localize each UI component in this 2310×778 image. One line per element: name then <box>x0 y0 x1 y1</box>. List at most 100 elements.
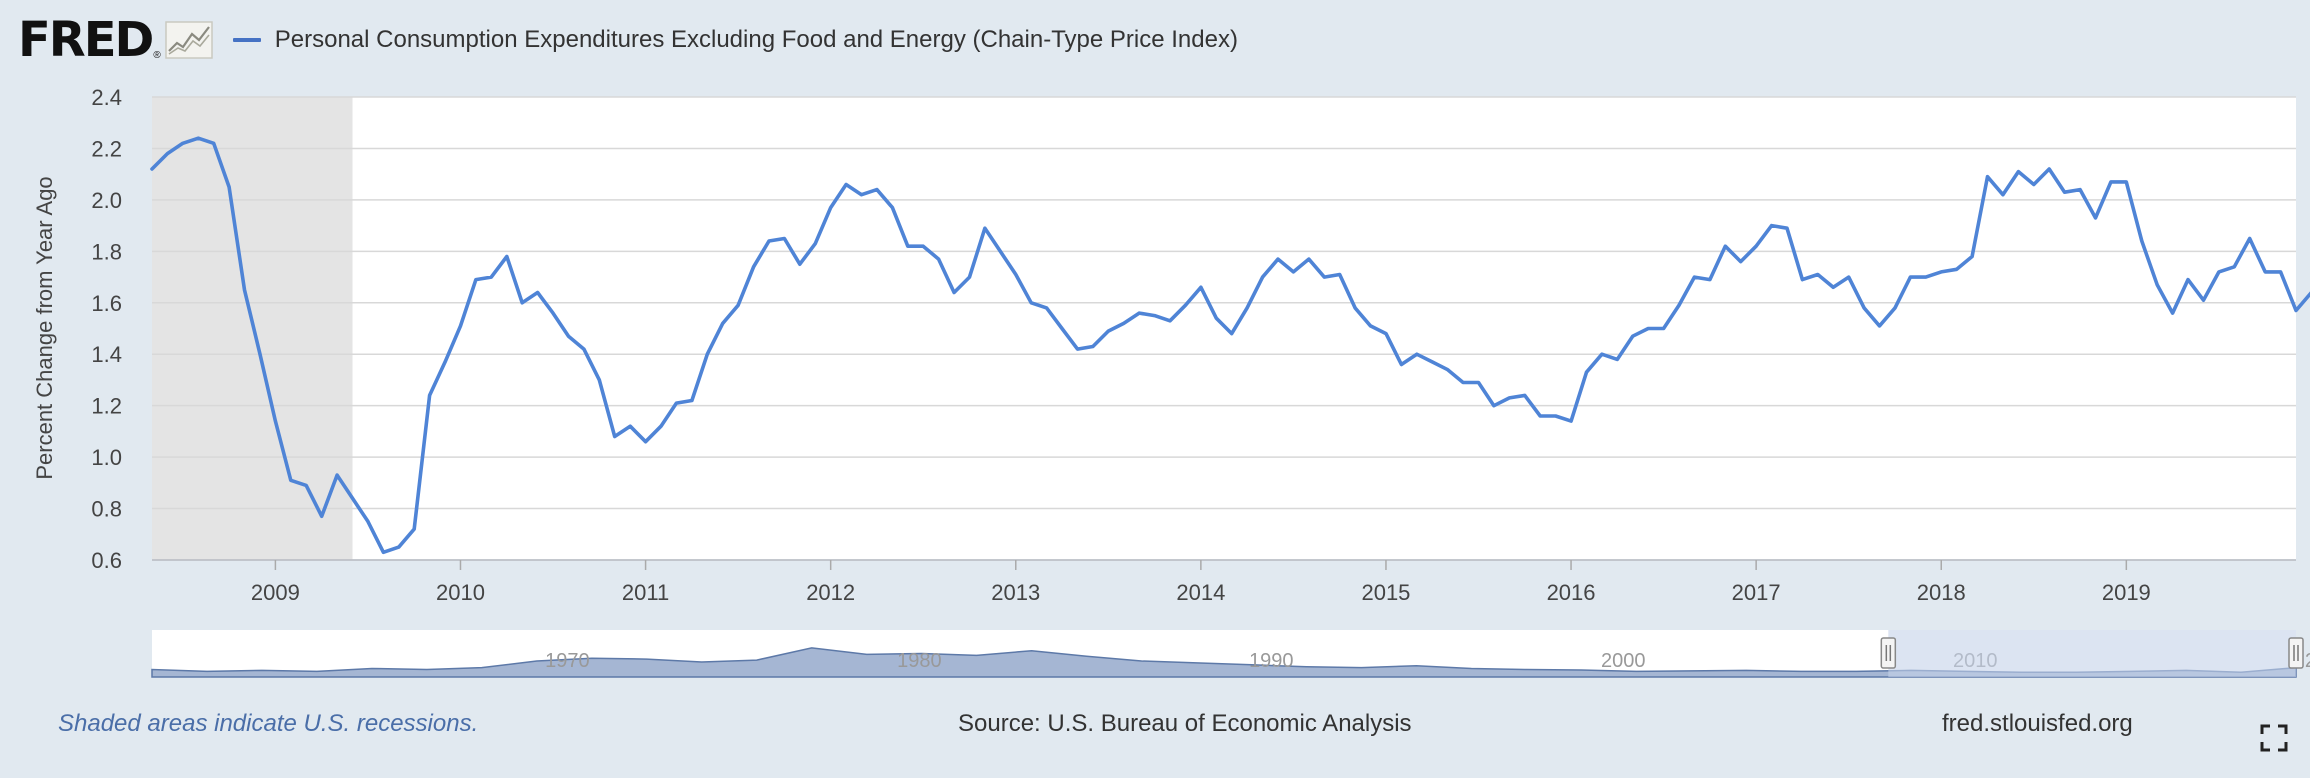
data-point[interactable] <box>1137 311 1142 316</box>
data-point[interactable] <box>2170 311 2175 316</box>
navigator-selection[interactable] <box>1888 630 2296 677</box>
data-point[interactable] <box>952 290 957 295</box>
data-point[interactable] <box>1013 272 1018 277</box>
data-point[interactable] <box>1399 362 1404 367</box>
data-point[interactable] <box>2016 169 2021 174</box>
data-point[interactable] <box>1831 285 1836 290</box>
data-point[interactable] <box>1461 380 1466 385</box>
data-point[interactable] <box>2078 187 2083 192</box>
data-point[interactable] <box>674 401 679 406</box>
data-point[interactable] <box>1630 334 1635 339</box>
data-point[interactable] <box>828 205 833 210</box>
data-point[interactable] <box>2093 215 2098 220</box>
data-point[interactable] <box>1198 285 1203 290</box>
data-point[interactable] <box>1183 303 1188 308</box>
data-point[interactable] <box>1029 300 1034 305</box>
data-point[interactable] <box>1383 331 1388 336</box>
data-point[interactable] <box>1229 331 1234 336</box>
data-point[interactable] <box>2155 282 2160 287</box>
data-point[interactable] <box>1060 326 1065 331</box>
data-point[interactable] <box>1939 269 1944 274</box>
data-point[interactable] <box>998 249 1003 254</box>
data-point[interactable] <box>1044 305 1049 310</box>
data-point[interactable] <box>1769 223 1774 228</box>
data-point[interactable] <box>1353 305 1358 310</box>
data-point[interactable] <box>921 244 926 249</box>
data-point[interactable] <box>766 239 771 244</box>
data-point[interactable] <box>1954 267 1959 272</box>
data-point[interactable] <box>412 527 417 532</box>
data-point[interactable] <box>689 398 694 403</box>
data-point[interactable] <box>581 347 586 352</box>
data-point[interactable] <box>1322 275 1327 280</box>
data-point[interactable] <box>180 141 185 146</box>
data-point[interactable] <box>2216 269 2221 274</box>
data-point[interactable] <box>458 323 463 328</box>
data-point[interactable] <box>1784 226 1789 231</box>
data-point[interactable] <box>612 434 617 439</box>
data-point[interactable] <box>890 205 895 210</box>
data-point[interactable] <box>1970 254 1975 259</box>
fullscreen-icon[interactable] <box>2260 724 2288 752</box>
data-point[interactable] <box>350 496 355 501</box>
data-point[interactable] <box>1430 359 1435 364</box>
data-point[interactable] <box>211 141 216 146</box>
data-point[interactable] <box>1800 277 1805 282</box>
fred-url-link[interactable]: fred.stlouisfed.org <box>1942 710 2133 737</box>
data-point[interactable] <box>1106 329 1111 334</box>
data-point[interactable] <box>1661 326 1666 331</box>
data-point[interactable] <box>1476 380 1481 385</box>
data-point[interactable] <box>1615 357 1620 362</box>
data-point[interactable] <box>443 359 448 364</box>
data-point[interactable] <box>643 439 648 444</box>
data-point[interactable] <box>335 473 340 478</box>
data-point[interactable] <box>1291 269 1296 274</box>
data-point[interactable] <box>1599 352 1604 357</box>
data-point[interactable] <box>813 241 818 246</box>
data-point[interactable] <box>2047 167 2052 172</box>
data-point[interactable] <box>1569 419 1574 424</box>
data-point[interactable] <box>751 264 756 269</box>
data-point[interactable] <box>844 182 849 187</box>
data-point[interactable] <box>905 244 910 249</box>
data-point[interactable] <box>659 424 664 429</box>
data-point[interactable] <box>1846 275 1851 280</box>
data-point[interactable] <box>1337 272 1342 277</box>
data-point[interactable] <box>288 478 293 483</box>
data-point[interactable] <box>1445 367 1450 372</box>
data-point[interactable] <box>242 287 247 292</box>
data-point[interactable] <box>1368 323 1373 328</box>
data-point[interactable] <box>1815 272 1820 277</box>
data-point[interactable] <box>427 393 432 398</box>
navigator[interactable]: 1970198019902000201020 <box>151 630 2310 678</box>
data-point[interactable] <box>566 334 571 339</box>
data-point[interactable] <box>396 545 401 550</box>
data-point[interactable] <box>1677 303 1682 308</box>
data-point[interactable] <box>2139 239 2144 244</box>
data-point[interactable] <box>2201 298 2206 303</box>
data-point[interactable] <box>551 311 556 316</box>
data-point[interactable] <box>1214 316 1219 321</box>
data-point[interactable] <box>196 136 201 141</box>
data-point[interactable] <box>1090 344 1095 349</box>
data-point[interactable] <box>1692 275 1697 280</box>
data-point[interactable] <box>2031 182 2036 187</box>
data-point[interactable] <box>1923 275 1928 280</box>
data-point[interactable] <box>381 550 386 555</box>
navigator-left-handle[interactable] <box>1880 637 1897 669</box>
data-point[interactable] <box>227 185 232 190</box>
data-point[interactable] <box>2186 277 2191 282</box>
data-point[interactable] <box>2108 179 2113 184</box>
data-point[interactable] <box>705 352 710 357</box>
data-point[interactable] <box>2247 236 2252 241</box>
data-point[interactable] <box>365 519 370 524</box>
data-point[interactable] <box>1275 257 1280 262</box>
data-point[interactable] <box>782 236 787 241</box>
data-point[interactable] <box>1754 244 1759 249</box>
navigator-right-handle[interactable] <box>2288 637 2304 669</box>
data-point[interactable] <box>720 321 725 326</box>
data-point[interactable] <box>257 352 262 357</box>
data-point[interactable] <box>1414 352 1419 357</box>
series-line[interactable] <box>150 136 2310 555</box>
data-point[interactable] <box>736 303 741 308</box>
